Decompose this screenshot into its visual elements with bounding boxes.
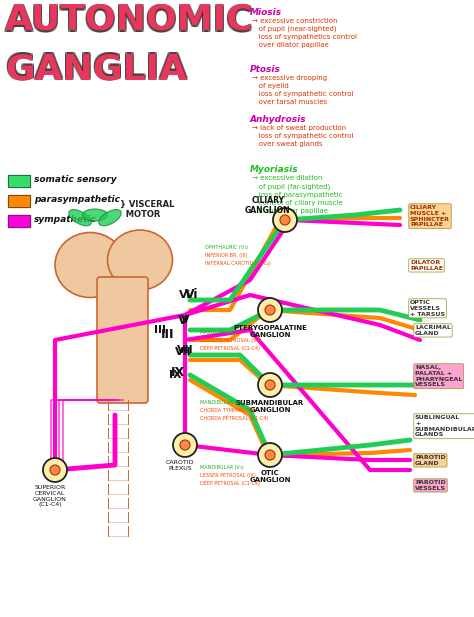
Text: IX: IX — [169, 370, 182, 380]
Text: DEEP PETROSAL (C1-C4): DEEP PETROSAL (C1-C4) — [200, 346, 260, 351]
Text: GANGLIA: GANGLIA — [5, 52, 187, 86]
Text: AUTONOMIC: AUTONOMIC — [4, 2, 253, 36]
Text: CILIARY
MUSCLE +
SPHINCTER
PAPILLAE: CILIARY MUSCLE + SPHINCTER PAPILLAE — [410, 205, 450, 228]
Text: Vi: Vi — [179, 290, 191, 300]
Circle shape — [273, 208, 297, 232]
Ellipse shape — [55, 233, 125, 297]
Text: GANGLIA: GANGLIA — [4, 53, 186, 87]
Circle shape — [50, 465, 60, 475]
Text: PAROTID
VESSELS: PAROTID VESSELS — [415, 480, 446, 491]
Text: Anhydrosis: Anhydrosis — [250, 115, 307, 124]
Circle shape — [258, 298, 282, 322]
Text: III: III — [161, 328, 175, 341]
Circle shape — [173, 433, 197, 457]
Text: sympathetic: sympathetic — [34, 215, 97, 225]
Text: AUTONOMIC: AUTONOMIC — [4, 4, 253, 38]
Text: Miosis: Miosis — [250, 8, 282, 17]
Text: AUTONOMIC: AUTONOMIC — [6, 4, 255, 38]
Text: } VISCERAL
  MOTOR: } VISCERAL MOTOR — [120, 200, 174, 220]
Text: LACRIMAL
GLAND: LACRIMAL GLAND — [415, 325, 451, 336]
Text: GANGLIA: GANGLIA — [4, 51, 186, 85]
Bar — [8, 215, 30, 227]
Ellipse shape — [108, 230, 173, 290]
Bar — [8, 195, 30, 207]
Bar — [8, 175, 30, 187]
Text: SUBMANDIBULAR
GANGLION: SUBMANDIBULAR GANGLION — [236, 400, 304, 413]
Circle shape — [265, 305, 275, 315]
Text: III: III — [154, 325, 166, 335]
Text: IX: IX — [171, 366, 185, 379]
Ellipse shape — [99, 210, 121, 226]
Text: MAXILLARY (V₂): MAXILLARY (V₂) — [200, 330, 238, 335]
Text: → lack of sweat production
   loss of sympathetic control
   over sweat glands: → lack of sweat production loss of sympa… — [252, 125, 354, 147]
Text: NASAL,
PALATAL +
PHARYNGEAL
VESSELS: NASAL, PALATAL + PHARYNGEAL VESSELS — [415, 365, 462, 387]
Text: INFERIOR BR. (III): INFERIOR BR. (III) — [205, 253, 247, 258]
Text: parasympathetic: parasympathetic — [34, 196, 120, 204]
Text: VII: VII — [175, 347, 191, 357]
Text: CAROTID
PLEXUS: CAROTID PLEXUS — [166, 460, 194, 471]
Bar — [8, 195, 30, 207]
Text: somatic sensory: somatic sensory — [34, 175, 117, 184]
Text: INTERNAL CAROTID (C₁-C₄): INTERNAL CAROTID (C₁-C₄) — [205, 261, 271, 266]
Text: OPTIC
VESSELS
+ TARSUS: OPTIC VESSELS + TARSUS — [410, 300, 445, 317]
Circle shape — [180, 440, 190, 450]
Text: OPHTHALMIC (V₁): OPHTHALMIC (V₁) — [205, 245, 248, 250]
Text: CHORDA TYMPANI (VII): CHORDA TYMPANI (VII) — [200, 408, 256, 413]
FancyBboxPatch shape — [97, 277, 148, 403]
Text: PAROTID
GLAND: PAROTID GLAND — [415, 455, 446, 466]
Circle shape — [258, 443, 282, 467]
Text: V: V — [181, 315, 189, 325]
Circle shape — [280, 215, 290, 225]
Text: DILATOR
PAPILLAE: DILATOR PAPILLAE — [410, 260, 443, 271]
Text: LESSER PETROSAL (IX): LESSER PETROSAL (IX) — [200, 473, 256, 478]
Text: AUTONOMIC: AUTONOMIC — [5, 3, 254, 37]
Circle shape — [258, 373, 282, 397]
Text: SUPERIOR
CERVICAL
GANGLION
(C1-C4): SUPERIOR CERVICAL GANGLION (C1-C4) — [33, 485, 67, 507]
Text: PTERYGOPALATINE
GANGLION: PTERYGOPALATINE GANGLION — [233, 325, 307, 338]
Text: → excessive constriction
   of pupil (near-sighted)
   loss of sympathetics cont: → excessive constriction of pupil (near-… — [252, 18, 357, 49]
Ellipse shape — [82, 209, 108, 221]
Ellipse shape — [69, 210, 91, 226]
Text: V: V — [178, 313, 188, 326]
Bar — [8, 215, 30, 227]
Text: SUBLINGUAL
+
SUBMANDIBULAR
GLANDS: SUBLINGUAL + SUBMANDIBULAR GLANDS — [415, 415, 474, 437]
Text: Ptosis: Ptosis — [250, 65, 281, 74]
Circle shape — [43, 458, 67, 482]
Circle shape — [265, 380, 275, 390]
Text: Myoriasis: Myoriasis — [250, 165, 299, 174]
Text: Vi: Vi — [185, 289, 199, 302]
Text: OTIC
GANGLION: OTIC GANGLION — [249, 470, 291, 483]
Text: → excessive drooping
   of eyelid
   loss of sympathetic control
   over tarsal : → excessive drooping of eyelid loss of s… — [252, 75, 354, 105]
Circle shape — [265, 450, 275, 460]
Text: GREATER PETROSAL (VII): GREATER PETROSAL (VII) — [200, 338, 261, 343]
Text: → excessive dilation
   of pupil (far-sighted)
   loss of parasympathetic
   con: → excessive dilation of pupil (far-sight… — [252, 175, 343, 213]
Text: VII: VII — [177, 345, 193, 355]
Text: MANDIBULAR (V₃): MANDIBULAR (V₃) — [200, 400, 244, 405]
Text: CHORDA PETROSAL (C1-C4): CHORDA PETROSAL (C1-C4) — [200, 416, 268, 421]
Text: GANGLIA: GANGLIA — [6, 53, 188, 87]
Text: GANGLIA: GANGLIA — [6, 51, 188, 85]
Bar — [8, 175, 30, 187]
Text: CILIARY
GANGLION: CILIARY GANGLION — [245, 196, 291, 215]
Text: DEEP PETROSAL (C1-C4): DEEP PETROSAL (C1-C4) — [200, 481, 260, 486]
Text: MANDIBULAR (V₃): MANDIBULAR (V₃) — [200, 465, 244, 470]
Text: AUTONOMIC: AUTONOMIC — [6, 2, 255, 36]
